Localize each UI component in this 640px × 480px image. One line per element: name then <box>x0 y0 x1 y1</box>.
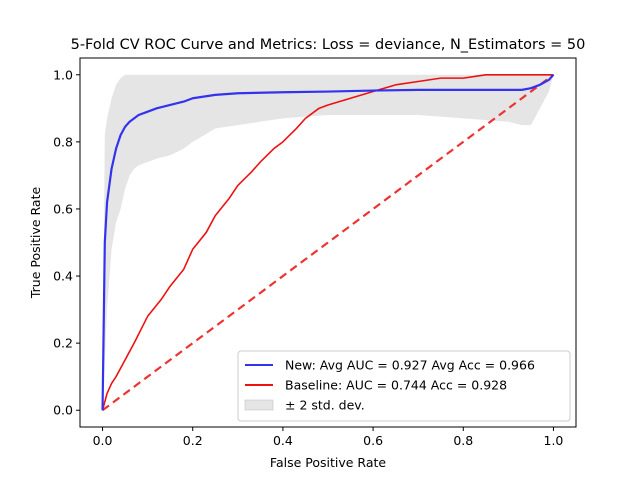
y-tick-label: 0.2 <box>53 336 73 351</box>
y-tick-label: 0.8 <box>53 134 73 149</box>
legend-label-std-band: ± 2 std. dev. <box>285 398 365 413</box>
std-dev-band <box>102 74 554 411</box>
chart-title: 5-Fold CV ROC Curve and Metrics: Loss = … <box>71 37 586 53</box>
y-tick-label: 0.0 <box>53 403 73 418</box>
line-layer <box>101 73 555 412</box>
x-tick-label: 0.2 <box>183 433 203 448</box>
band-layer <box>102 74 554 411</box>
y-axis-ticks: 0.0 0.2 0.4 0.6 0.8 1.0 <box>53 67 80 418</box>
x-tick-label: 0.6 <box>363 433 383 448</box>
legend-box <box>237 350 571 422</box>
chance-diagonal-line <box>101 73 555 412</box>
plot-frame <box>79 57 577 428</box>
y-axis-label: True Positive Rate <box>28 187 43 300</box>
new-roc-line <box>101 74 555 411</box>
x-axis-label: False Positive Rate <box>270 455 386 470</box>
legend: New: Avg AUC = 0.927 Avg Acc = 0.966 Bas… <box>237 350 571 422</box>
legend-label-new: New: Avg AUC = 0.927 Avg Acc = 0.966 <box>285 358 535 373</box>
x-tick-label: 0.8 <box>453 433 473 448</box>
x-tick-label: 0.4 <box>273 433 293 448</box>
x-tick-label: 0.0 <box>93 433 113 448</box>
y-tick-label: 1.0 <box>53 67 73 82</box>
x-tick-label: 1.0 <box>544 433 564 448</box>
y-tick-label: 0.6 <box>53 201 73 216</box>
legend-label-baseline: Baseline: AUC = 0.744 Acc = 0.928 <box>285 378 507 393</box>
baseline-roc-line <box>101 73 554 411</box>
y-tick-label: 0.4 <box>53 269 73 284</box>
legend-swatch-std-band <box>244 399 274 411</box>
x-axis-ticks: 0.0 0.2 0.4 0.6 0.8 1.0 <box>93 427 564 448</box>
